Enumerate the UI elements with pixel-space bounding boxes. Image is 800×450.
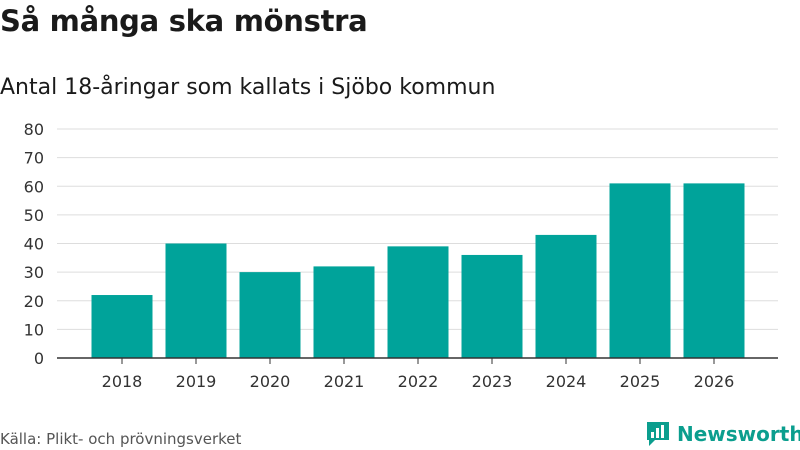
bar bbox=[461, 254, 523, 358]
brand-logo: Newsworthy bbox=[645, 420, 800, 448]
y-tick-label: 0 bbox=[34, 349, 44, 368]
bar bbox=[165, 243, 227, 358]
x-tick-label: 2024 bbox=[546, 372, 587, 391]
chart-title: Så många ska mönstra bbox=[0, 4, 368, 38]
bar bbox=[535, 234, 597, 358]
chart-subtitle: Antal 18-åringar som kallats i Sjöbo kom… bbox=[0, 75, 496, 100]
y-tick-label: 40 bbox=[24, 235, 44, 254]
x-tick-label: 2021 bbox=[324, 372, 365, 391]
x-tick-label: 2018 bbox=[102, 372, 143, 391]
y-tick-label: 20 bbox=[24, 292, 44, 311]
bar bbox=[313, 266, 375, 358]
x-tick-label: 2020 bbox=[250, 372, 291, 391]
brand-name: Newsworthy bbox=[677, 422, 800, 446]
y-tick-label: 70 bbox=[24, 149, 44, 168]
y-tick-label: 80 bbox=[24, 120, 44, 139]
bar bbox=[239, 272, 301, 358]
y-tick-label: 50 bbox=[24, 206, 44, 225]
newsworthy-logo-icon bbox=[647, 422, 669, 446]
bar bbox=[387, 246, 449, 358]
x-tick-label: 2023 bbox=[472, 372, 513, 391]
y-tick-label: 10 bbox=[24, 320, 44, 339]
bar bbox=[609, 183, 671, 358]
source-note: Källa: Plikt- och prövningsverket bbox=[0, 430, 242, 448]
x-tick-label: 2025 bbox=[620, 372, 661, 391]
y-tick-label: 60 bbox=[24, 177, 44, 196]
bar bbox=[683, 183, 745, 358]
x-tick-label: 2026 bbox=[694, 372, 735, 391]
y-tick-label: 30 bbox=[24, 263, 44, 282]
x-tick-label: 2019 bbox=[176, 372, 217, 391]
bar bbox=[91, 295, 153, 358]
x-tick-label: 2022 bbox=[398, 372, 439, 391]
